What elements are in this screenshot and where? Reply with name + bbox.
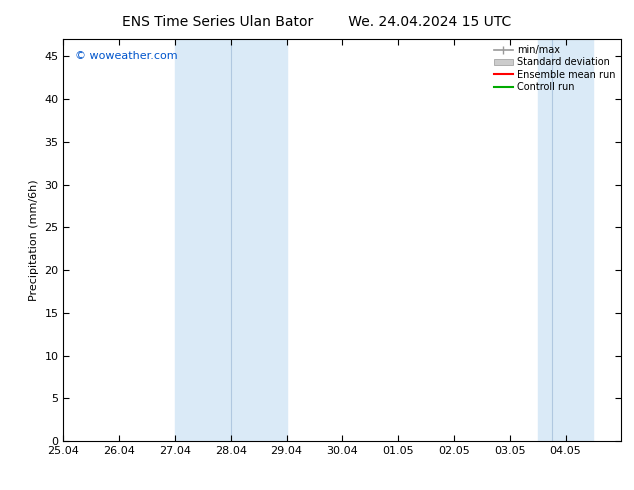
Bar bbox=[538, 39, 593, 441]
Legend: min/max, Standard deviation, Ensemble mean run, Controll run: min/max, Standard deviation, Ensemble me… bbox=[489, 41, 619, 96]
Text: ENS Time Series Ulan Bator        We. 24.04.2024 15 UTC: ENS Time Series Ulan Bator We. 24.04.202… bbox=[122, 15, 512, 29]
Y-axis label: Precipitation (mm/6h): Precipitation (mm/6h) bbox=[29, 179, 39, 301]
Text: © woweather.com: © woweather.com bbox=[75, 51, 177, 61]
Bar bbox=[175, 39, 287, 441]
